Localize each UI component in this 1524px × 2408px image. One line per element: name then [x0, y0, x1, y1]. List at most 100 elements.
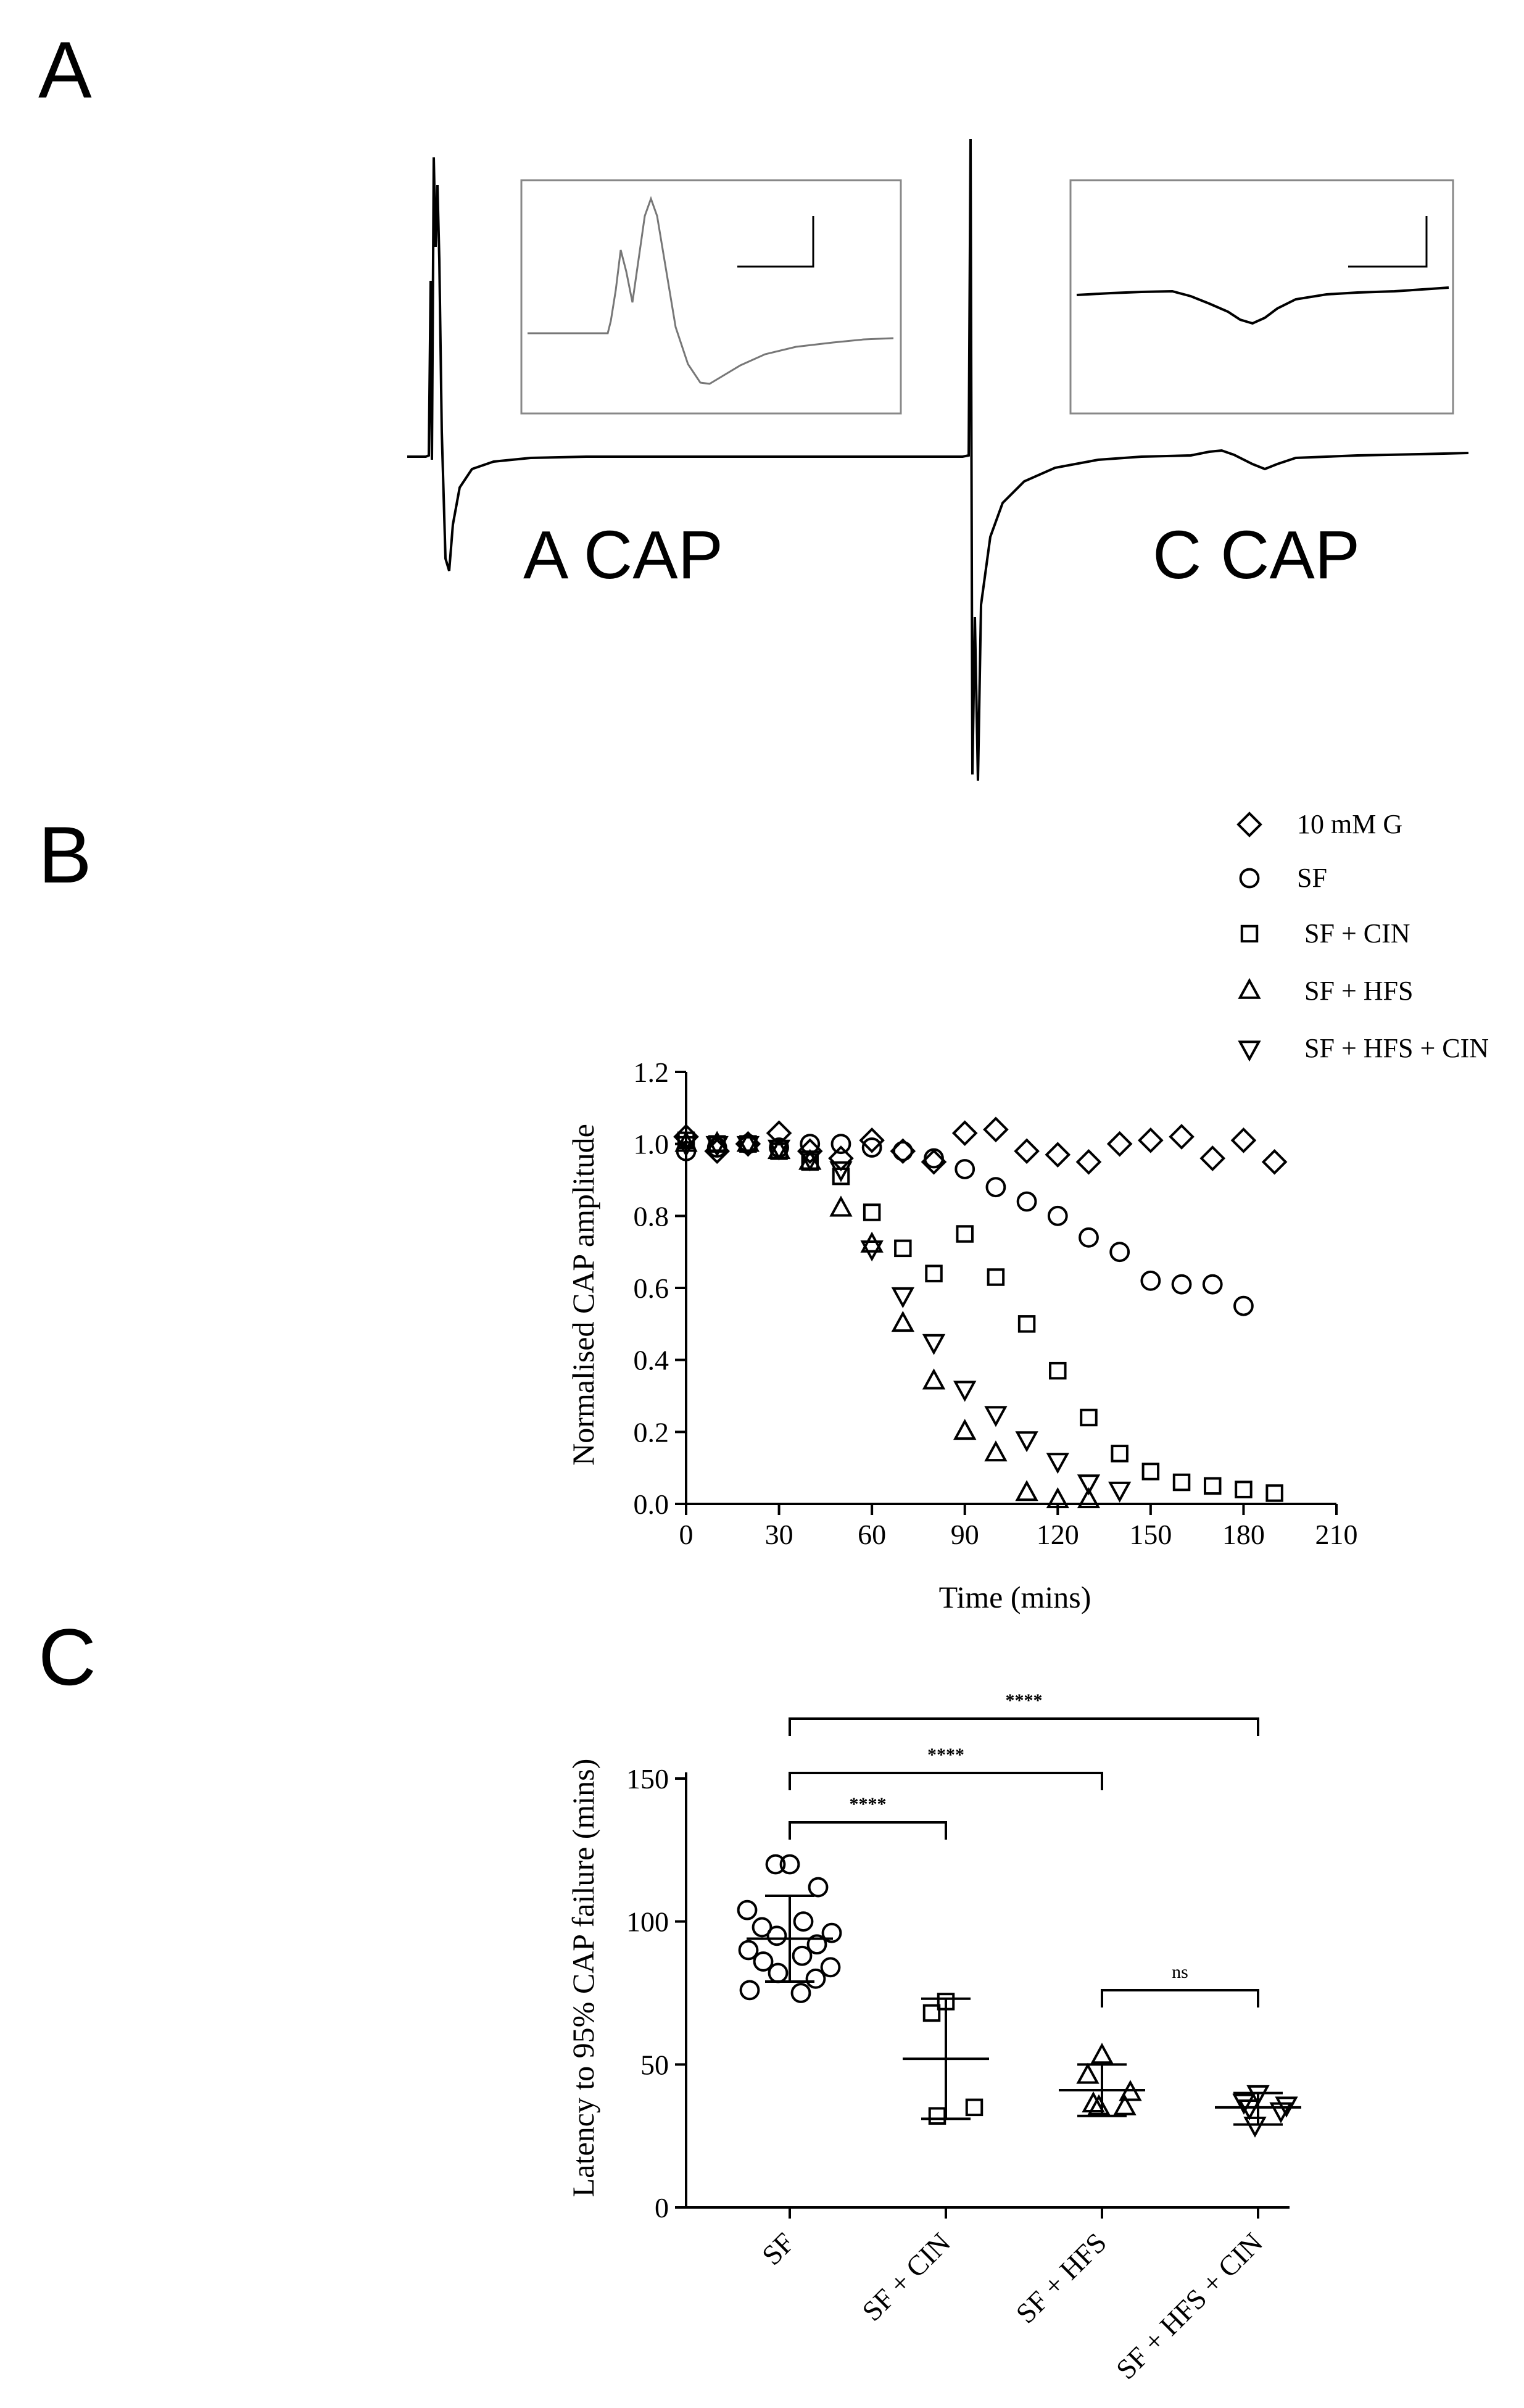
c-point-circle [768, 1962, 789, 1983]
b-point-diamond [1106, 1131, 1133, 1157]
c-point-circle [779, 1854, 800, 1875]
b-point-circle [892, 1140, 913, 1161]
b-y-tick-label: 0.6 [634, 1273, 669, 1304]
b-point-square [1235, 1480, 1253, 1498]
c-cap-inset-scalebar [1348, 216, 1428, 268]
b-point-diamond [859, 1127, 885, 1153]
b-point-triangle-down [891, 1287, 915, 1308]
b-point-triangle-down [736, 1135, 760, 1157]
c-point-circle [766, 1925, 787, 1946]
b-point-square [1265, 1484, 1283, 1502]
b-y-axis-label: Normalised CAP amplitude [566, 1124, 600, 1466]
panel-letter-b: B [38, 810, 92, 900]
b-point-triangle-up [829, 1195, 853, 1217]
b-data-points [673, 1116, 1288, 1508]
c-point-triangle-up [1090, 2043, 1114, 2064]
c-point-circle [793, 1911, 814, 1932]
c-bracket-label: **** [1006, 1690, 1043, 1711]
b-point-triangle-down [705, 1135, 729, 1157]
cap-recording-trace [407, 138, 1469, 781]
c-point-triangle-up [1076, 2062, 1100, 2084]
b-point-circle [1171, 1274, 1192, 1295]
c-point-circle [737, 1899, 758, 1920]
c-point-triangle-down [1269, 2102, 1293, 2124]
b-legend-label: SF [1297, 863, 1327, 893]
c-x-tick-label: SF + HFS + CIN [1110, 2227, 1269, 2385]
b-point-diamond [1199, 1145, 1226, 1171]
b-point-triangle-down [1046, 1453, 1069, 1474]
b-point-triangle-up [1077, 1487, 1101, 1508]
b-legend-marker-triangle-down [1238, 1040, 1261, 1062]
b-point-diamond [1261, 1149, 1288, 1175]
b-point-square [894, 1239, 912, 1258]
b-y-tick-label: 0.2 [634, 1416, 669, 1448]
c-x-tick-label: SF + CIN [856, 2227, 956, 2327]
b-point-triangle-up [953, 1419, 977, 1440]
b-legend-label: 10 mM G [1297, 809, 1402, 839]
c-y-tick-label: 50 [640, 2049, 669, 2080]
b-point-square [1049, 1361, 1067, 1380]
c-point-circle [753, 1951, 774, 1972]
b-y-tick-label: 0.8 [634, 1200, 669, 1232]
c-y-tick-label: 100 [626, 1906, 669, 1938]
a-cap-label: A CAP [523, 517, 723, 593]
b-point-diamond [921, 1149, 947, 1175]
c-bracket [789, 1772, 1103, 1790]
b-x-axis-label: Time (mins) [939, 1580, 1091, 1614]
c-point-circle [790, 1983, 811, 2003]
b-point-diamond [1014, 1138, 1040, 1165]
b-point-triangle-down [829, 1161, 853, 1182]
b-point-triangle-down [984, 1406, 1008, 1427]
b-y-tick-label: 0.4 [634, 1345, 669, 1376]
c-cap-inset-frame [1069, 179, 1454, 415]
b-point-circle [955, 1159, 975, 1179]
c-bracket [1101, 1989, 1259, 2007]
b-point-triangle-up [1015, 1480, 1038, 1501]
b-y-tick-label: 1.0 [634, 1129, 669, 1160]
c-point-triangle-up [1113, 2094, 1137, 2115]
b-x-tick-label: 60 [858, 1519, 886, 1550]
b-legend-symbol [1239, 868, 1260, 889]
b-point-triangle-up [705, 1131, 729, 1152]
c-x-tick-label: SF [756, 2227, 800, 2271]
b-point-circle [1109, 1242, 1130, 1263]
b-point-square [925, 1264, 943, 1282]
c-cap-label: C CAP [1153, 517, 1360, 593]
b-point-triangle-up [736, 1131, 760, 1152]
b-x-tick-label: 210 [1315, 1519, 1358, 1550]
a-cap-inset-frame [520, 179, 902, 415]
a-cap-inset-trace [528, 196, 894, 385]
b-point-triangle-up [1046, 1487, 1069, 1508]
c-bracket [789, 1821, 947, 1840]
b-point-circle [1202, 1274, 1223, 1295]
b-point-circle [1079, 1227, 1099, 1248]
c-axes [675, 1772, 1290, 2219]
b-point-circle [1016, 1191, 1037, 1212]
b-point-triangle-down [922, 1334, 946, 1355]
c-point-circle [820, 1957, 841, 1978]
b-point-square [1203, 1477, 1222, 1495]
panel-b-chart: 0 30 60 90 120 150 180 210 0.0 0.2 0.4 0.6 0.8 1.0 1.2… [566, 809, 1489, 1614]
b-x-tick-label: 90 [951, 1519, 979, 1550]
b-legend-marker-circle [1239, 868, 1260, 889]
c-point-circle [805, 1968, 826, 1989]
b-point-square [1141, 1463, 1160, 1480]
c-point-square [922, 2004, 941, 2022]
b-axes [675, 1071, 1338, 1515]
b-point-triangle-down [767, 1139, 791, 1161]
b-tick-labels: 0 30 60 90 120 150 180 210 0.0 0.2 0.4 0.6 0.8 1.0 1.2 [634, 1057, 1358, 1550]
c-data-points [737, 1854, 1298, 2138]
b-point-triangle-down [798, 1150, 822, 1172]
b-point-triangle-up [922, 1368, 946, 1390]
b-point-diamond [983, 1116, 1009, 1143]
b-legend-label: SF + HFS [1304, 976, 1413, 1006]
b-legend-marker-square [1240, 924, 1259, 943]
b-point-circle [1047, 1205, 1068, 1226]
b-point-square [1111, 1445, 1129, 1463]
c-point-circle [792, 1945, 813, 1966]
c-bracket [789, 1717, 1259, 1736]
c-point-square [928, 2107, 946, 2125]
b-point-triangle-down [1077, 1474, 1101, 1496]
c-bracket-label: **** [927, 1745, 964, 1765]
